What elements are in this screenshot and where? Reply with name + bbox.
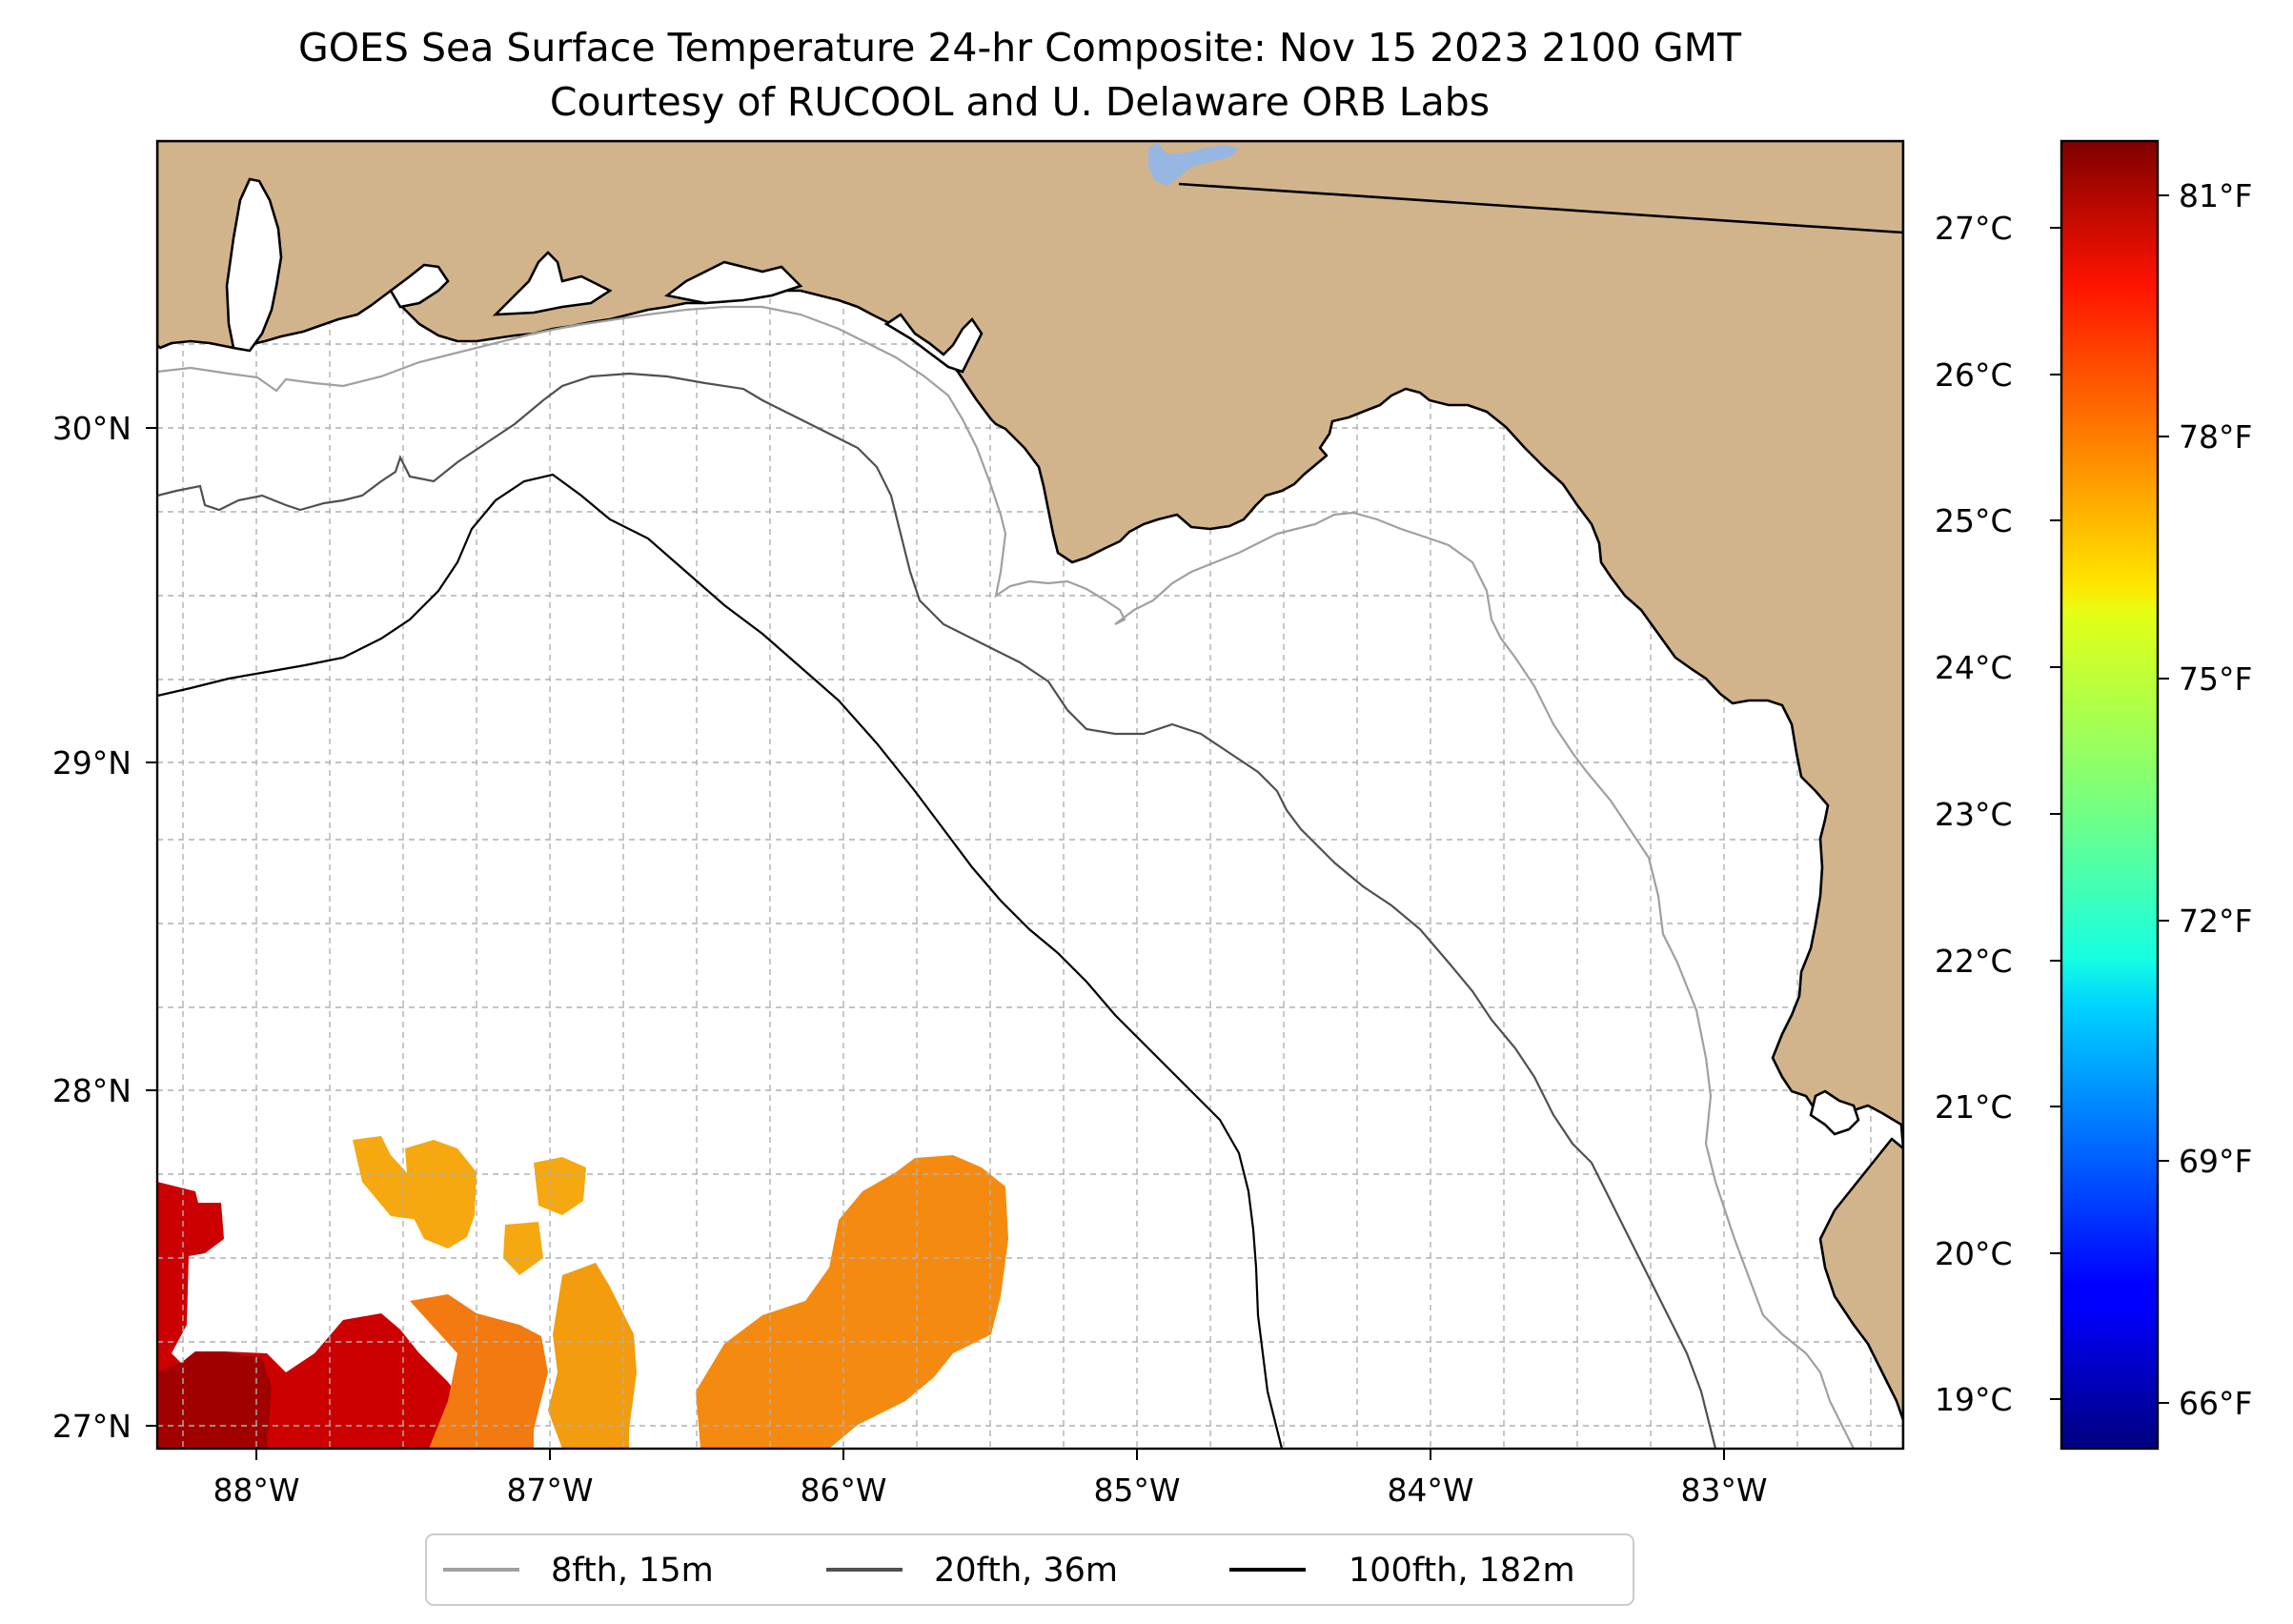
legend-label-20fth: 20fth, 36m xyxy=(934,1552,1118,1590)
fahrenheit-tick-label: 69°F xyxy=(2179,1143,2252,1180)
apalachicola-area xyxy=(883,313,984,374)
fahrenheit-axis: 81°F 78°F 75°F 72°F 69°F 66°F xyxy=(2158,177,2252,1422)
bays xyxy=(225,177,1860,1136)
map-frame xyxy=(155,139,1905,1451)
sst-patch-center-yellow xyxy=(548,1263,637,1449)
sst-patch-mid-orange xyxy=(410,1294,548,1449)
st-andrew-bay xyxy=(663,260,803,305)
isobath-8fth xyxy=(157,305,1855,1449)
lat-tick-label: 28°N xyxy=(52,1072,132,1109)
fahrenheit-tick-label: 66°F xyxy=(2179,1385,2252,1422)
lat-tick-label: 27°N xyxy=(52,1408,132,1445)
sst-patch-small-yellow-3 xyxy=(534,1157,586,1215)
fahrenheit-tick-label: 81°F xyxy=(2179,177,2252,214)
sst-patch-small-yellow-2 xyxy=(405,1140,477,1248)
sst-patch-small-yellow-4 xyxy=(503,1222,543,1275)
lon-tick-label: 86°W xyxy=(800,1472,886,1509)
lon-tick-label: 84°W xyxy=(1387,1472,1473,1509)
lake xyxy=(1148,143,1239,186)
celsius-axis: 27°C 26°C 25°C 24°C 23°C 22°C 21°C 20°C … xyxy=(1935,210,2061,1418)
pensacola-bay xyxy=(389,263,450,309)
legend-label-8fth: 8fth, 15m xyxy=(551,1552,714,1590)
celsius-tick-label: 22°C xyxy=(1935,943,2013,980)
celsius-tick-label: 19°C xyxy=(1935,1381,2013,1418)
celsius-tick-label: 24°C xyxy=(1935,649,2013,686)
celsius-tick-label: 21°C xyxy=(1935,1088,2013,1126)
lon-tick-label: 87°W xyxy=(506,1472,593,1509)
state-border xyxy=(1178,182,1903,234)
celsius-tick-label: 25°C xyxy=(1935,502,2013,539)
y-axis: 27°N 28°N 29°N 30°N xyxy=(52,410,157,1445)
legend: 8fth, 15m 20fth, 36m 100fth, 182m xyxy=(425,1533,1634,1606)
fahrenheit-tick-label: 78°F xyxy=(2179,418,2252,456)
colorbar-gradient xyxy=(2060,139,2160,1451)
legend-label-100fth: 100fth, 182m xyxy=(1349,1552,1575,1590)
lon-tick-label: 83°W xyxy=(1680,1472,1767,1509)
choctawhatchee-bay xyxy=(492,251,613,316)
sst-patch-southwest-dark xyxy=(157,1351,272,1449)
celsius-tick-label: 26°C xyxy=(1935,356,2013,394)
lon-tick-label: 88°W xyxy=(213,1472,299,1509)
sst-data-layer xyxy=(157,1136,1008,1449)
colorbar: 27°C 26°C 25°C 24°C 23°C 22°C 21°C 20°C … xyxy=(1935,139,2252,1451)
map-subtitle: Courtesy of RUCOOL and U. Delaware ORB L… xyxy=(550,79,1490,125)
sst-patch-east-orange xyxy=(696,1155,1008,1449)
fahrenheit-tick-label: 75°F xyxy=(2179,660,2252,698)
map-title: GOES Sea Surface Temperature 24-hr Compo… xyxy=(298,25,1742,71)
fahrenheit-tick-label: 72°F xyxy=(2179,903,2252,940)
lat-tick-label: 29°N xyxy=(52,744,132,782)
tampa-bay xyxy=(1809,1089,1860,1136)
map-area xyxy=(157,141,1903,1449)
celsius-tick-label: 20°C xyxy=(1935,1235,2013,1272)
isobath-20fth xyxy=(157,372,1717,1449)
isobath-100fth xyxy=(157,473,1284,1449)
celsius-tick-label: 23°C xyxy=(1935,796,2013,833)
lat-tick-label: 30°N xyxy=(52,410,132,447)
celsius-tick-label: 27°C xyxy=(1935,210,2013,247)
mobile-bay xyxy=(225,177,283,353)
lon-tick-label: 85°W xyxy=(1093,1472,1180,1509)
legend-box xyxy=(425,1533,1634,1606)
x-axis: 88°W 87°W 86°W 85°W 84°W 83°W xyxy=(213,1449,1768,1509)
